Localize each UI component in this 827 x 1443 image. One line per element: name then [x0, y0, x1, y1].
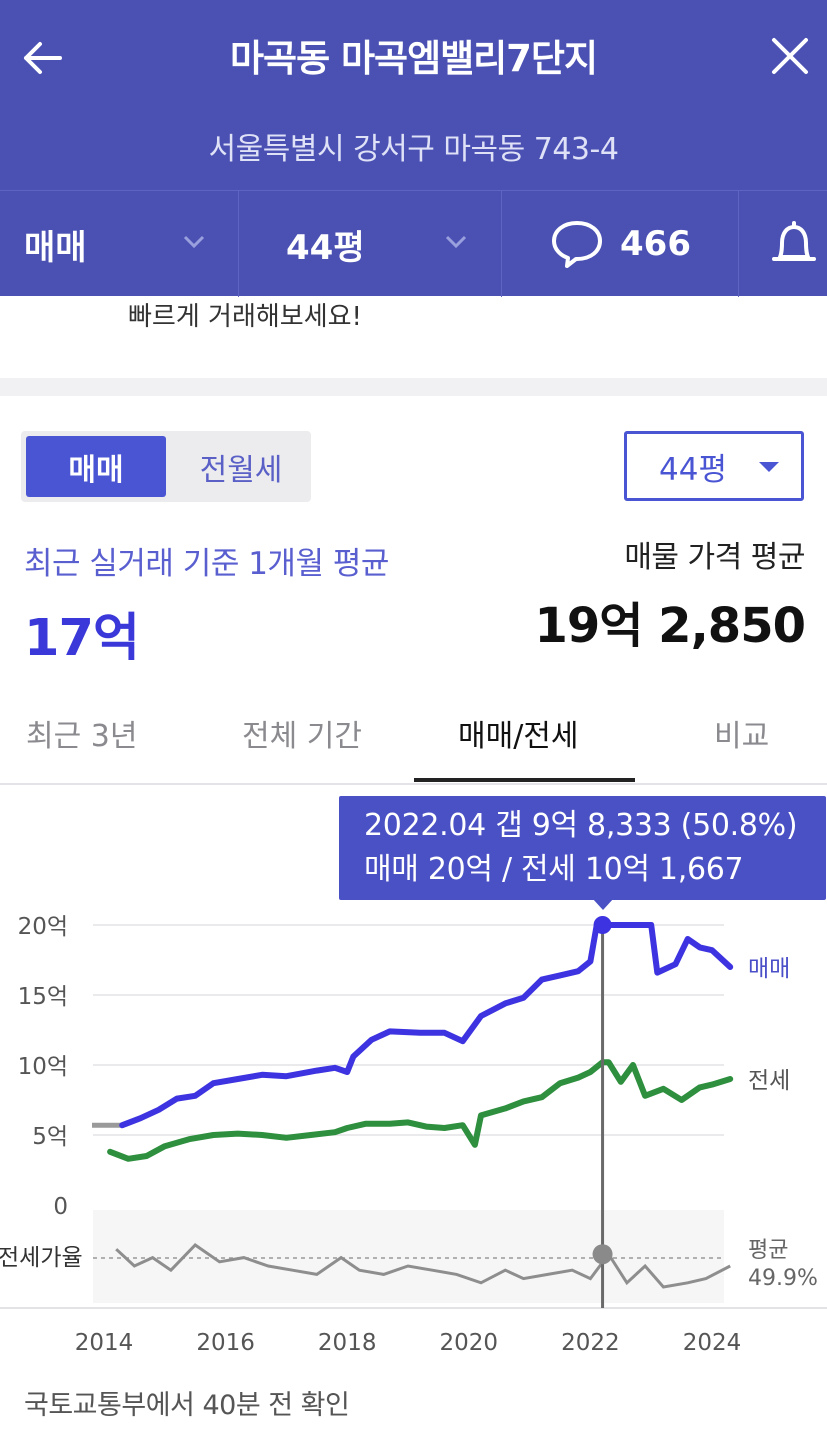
y-tick-label: 0 — [53, 1194, 68, 1220]
ratio-line — [115, 1243, 731, 1289]
segment-sale[interactable]: 매매 — [26, 436, 166, 497]
chevron-down-icon — [183, 235, 205, 249]
series-line-전세 — [107, 1059, 734, 1162]
close-icon[interactable] — [768, 34, 812, 78]
speech-bubble-icon — [552, 221, 602, 268]
notice-text: 빠르게 거래해보세요! — [128, 302, 362, 332]
active-tab-indicator — [414, 778, 635, 782]
x-tick-label: 2020 — [440, 1330, 499, 1356]
comment-count: 466 — [620, 224, 691, 264]
caret-down-icon — [759, 462, 779, 472]
size-select-value: 44평 — [659, 451, 727, 488]
deal-type-label: 매매 — [24, 227, 87, 268]
period-tabs: 최근 3년 전체 기간 매매/전세 비교 — [0, 690, 827, 785]
x-tick-label: 2024 — [683, 1330, 742, 1356]
x-tick-label: 2014 — [75, 1330, 134, 1356]
section-divider — [0, 378, 827, 396]
highlight-ratio-point — [592, 1244, 613, 1265]
tab-compare[interactable]: 비교 — [714, 719, 770, 754]
back-arrow-icon[interactable] — [20, 36, 64, 80]
deal-type-filter[interactable]: 매매 — [24, 191, 87, 297]
tab-sale-jeonse[interactable]: 매매/전세 — [458, 719, 579, 754]
chart-tooltip: 2022.04 갭 9억 8,333 (50.8%) 매매 20억 / 전세 1… — [339, 796, 826, 900]
tooltip-gap: 2022.04 갭 9억 8,333 (50.8%) — [364, 808, 798, 843]
bell-icon[interactable] — [770, 219, 818, 271]
address: 서울특별시 강서구 마곡동 743-4 — [208, 132, 619, 167]
series-label: 매매 — [748, 956, 790, 982]
tooltip-prices: 매매 20억 / 전세 10억 1,667 — [364, 852, 744, 887]
ratio-average-value: 49.9% — [748, 1266, 818, 1291]
segment-rent[interactable]: 전월세 — [199, 452, 283, 488]
x-tick-label: 2016 — [196, 1330, 255, 1356]
size-filter[interactable]: 44평 — [286, 191, 365, 297]
deal-type-toggle: 매매 전월세 — [21, 431, 311, 502]
data-source-text: 국토교통부에서 40분 전 확인 — [24, 1390, 350, 1421]
header: 마곡동 마곡엠밸리7단지 서울특별시 강서구 마곡동 743-4 매매 44평 … — [0, 0, 827, 297]
size-select[interactable]: 44평 — [624, 431, 804, 501]
ratio-panel-bg — [93, 1210, 724, 1303]
recent-average-label: 최근 실거래 기준 1개월 평균 — [24, 546, 389, 582]
listing-average-value: 19억 2,850 — [534, 598, 806, 654]
tab-all-period[interactable]: 전체 기간 — [242, 719, 362, 754]
ratio-average-label: 평균 — [748, 1238, 788, 1263]
page-title: 마곡동 마곡엠밸리7단지 — [229, 37, 598, 80]
chevron-down-icon — [445, 235, 467, 249]
series-line-매매 — [119, 922, 734, 1129]
ratio-label: 전세가율 — [0, 1245, 83, 1271]
filter-bar: 매매 44평 466 — [0, 190, 827, 297]
tooltip-tail — [592, 898, 614, 910]
x-tick-label: 2018 — [318, 1330, 377, 1356]
x-tick-label: 2022 — [561, 1330, 620, 1356]
tab-recent-3y[interactable]: 최근 3년 — [26, 719, 138, 754]
size-label: 44평 — [286, 227, 365, 268]
listing-average-label: 매물 가격 평균 — [624, 540, 805, 575]
comments-button[interactable]: 466 — [550, 191, 691, 297]
y-tick-label: 10억 — [18, 1054, 68, 1080]
y-tick-label: 20억 — [18, 914, 68, 940]
series-label: 전세 — [748, 1068, 790, 1094]
recent-average-value: 17억 — [24, 609, 140, 668]
y-tick-label: 5억 — [32, 1124, 68, 1150]
price-chart[interactable]: 20억 15억 10억 5억 0 2014 2016 2018 2020 2022 2024 매매전세… — [0, 790, 827, 1380]
y-tick-label: 15억 — [18, 984, 68, 1010]
highlight-sale-point — [593, 916, 612, 934]
